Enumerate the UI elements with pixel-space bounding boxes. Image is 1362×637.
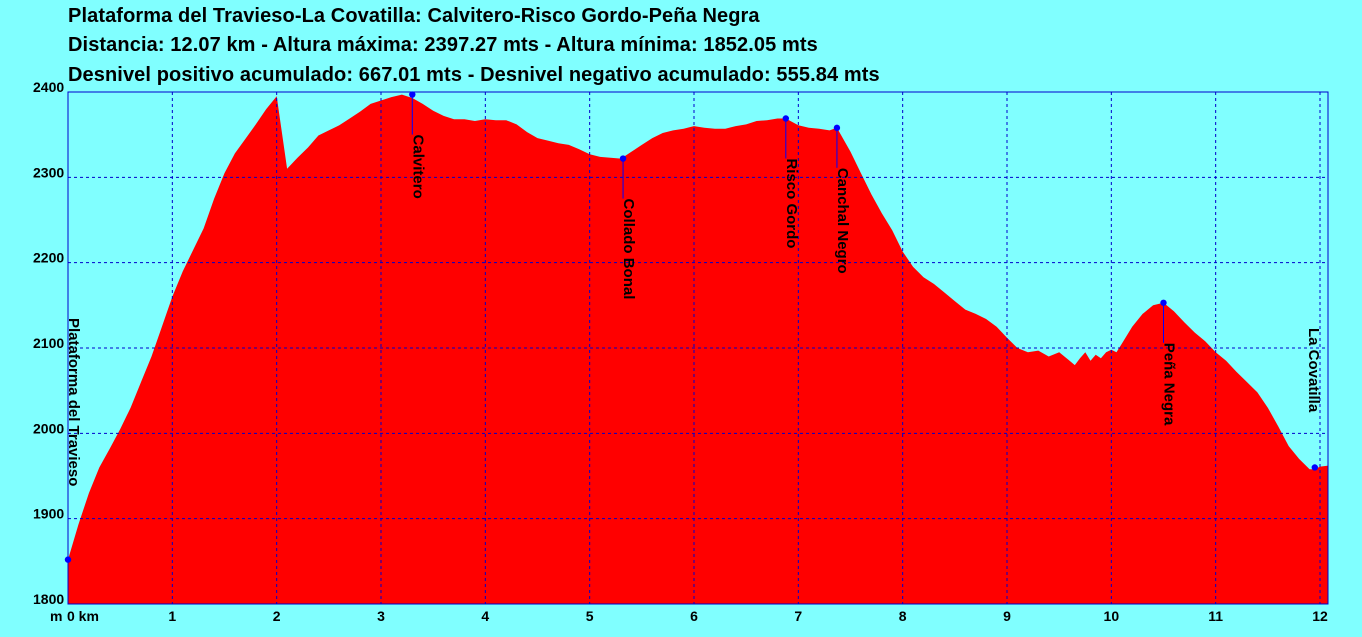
- waypoint-label: La Covatilla: [1305, 328, 1322, 413]
- waypoint-label: Peña Negra: [1161, 343, 1178, 426]
- waypoint-marker: [1311, 464, 1318, 471]
- x-tick-label: 12: [1312, 608, 1328, 624]
- y-tick-label: 1800: [33, 591, 64, 607]
- x-tick-label: 2: [273, 608, 281, 624]
- x-tick-label: 8: [899, 608, 907, 624]
- x-tick-label: 10: [1104, 608, 1120, 624]
- waypoint-label: Plataforma del Travieso: [65, 318, 82, 486]
- waypoint-marker: [1160, 299, 1167, 306]
- waypoint-label: Canchal Negro: [834, 168, 851, 274]
- elevation-area: [68, 94, 1328, 604]
- x-tick-label: 6: [690, 608, 698, 624]
- waypoint-marker: [64, 556, 72, 563]
- chart-subtitle-elevation: Desnivel positivo acumulado: 667.01 mts …: [68, 64, 880, 86]
- waypoint-marker: [619, 155, 627, 162]
- y-tick-label: 2300: [33, 164, 64, 180]
- waypoint-marker: [409, 91, 416, 98]
- x-tick-label: 7: [794, 608, 802, 624]
- waypoint-label: Collado Bonal: [620, 199, 637, 300]
- y-tick-label: 1900: [33, 506, 64, 522]
- y-tick-label: 2400: [33, 79, 64, 95]
- x-tick-label: 1: [168, 608, 176, 624]
- y-unit-label: m: [50, 608, 62, 624]
- plot-frame: [67, 91, 1329, 605]
- waypoint-label: Risco Gordo: [783, 158, 800, 248]
- x-tick-label: 11: [1208, 608, 1223, 624]
- chart-subtitle-distance: Distancia: 12.07 km - Altura máxima: 239…: [68, 34, 818, 56]
- x-tick-label: 4: [481, 608, 489, 624]
- chart-title: Plataforma del Travieso-La Covatilla: Ca…: [68, 5, 760, 27]
- waypoint-label: Calvitero: [409, 135, 426, 199]
- x-tick-label: 9: [1003, 608, 1011, 624]
- y-tick-label: 2000: [33, 420, 64, 436]
- x-tick-label: 0 km: [67, 608, 99, 624]
- waypoint-marker: [782, 115, 790, 122]
- y-tick-label: 2100: [33, 335, 64, 351]
- y-tick-label: 2200: [33, 250, 64, 266]
- waypoint-marker: [833, 124, 841, 132]
- x-tick-label: 3: [377, 608, 385, 624]
- x-tick-label: 5: [586, 608, 594, 624]
